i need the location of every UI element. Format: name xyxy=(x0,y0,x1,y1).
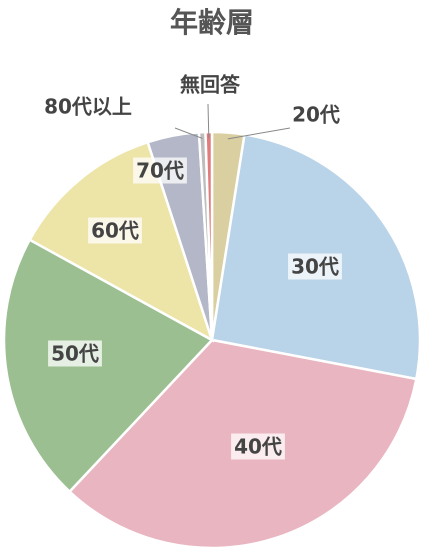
pie-slice xyxy=(2,238,215,494)
label-background xyxy=(48,340,102,367)
slice-label: 60代 xyxy=(91,219,139,243)
slice-label: 30代 xyxy=(291,255,339,279)
label-background xyxy=(288,253,342,280)
slice-label: 無回答 xyxy=(180,73,241,97)
leader-line xyxy=(174,127,203,139)
leader-line xyxy=(207,103,210,139)
leader-line xyxy=(227,127,291,140)
label-background xyxy=(88,217,142,244)
slice-label: 70代 xyxy=(136,159,184,183)
label-background xyxy=(133,157,187,184)
slice-label: 40代 xyxy=(234,435,282,459)
slice-label: 80代以上 xyxy=(44,95,132,119)
slice-label: 50代 xyxy=(51,342,99,366)
chart-title: 年齢層 xyxy=(170,6,254,39)
slice-label: 20代 xyxy=(292,103,340,127)
label-background xyxy=(231,433,285,460)
